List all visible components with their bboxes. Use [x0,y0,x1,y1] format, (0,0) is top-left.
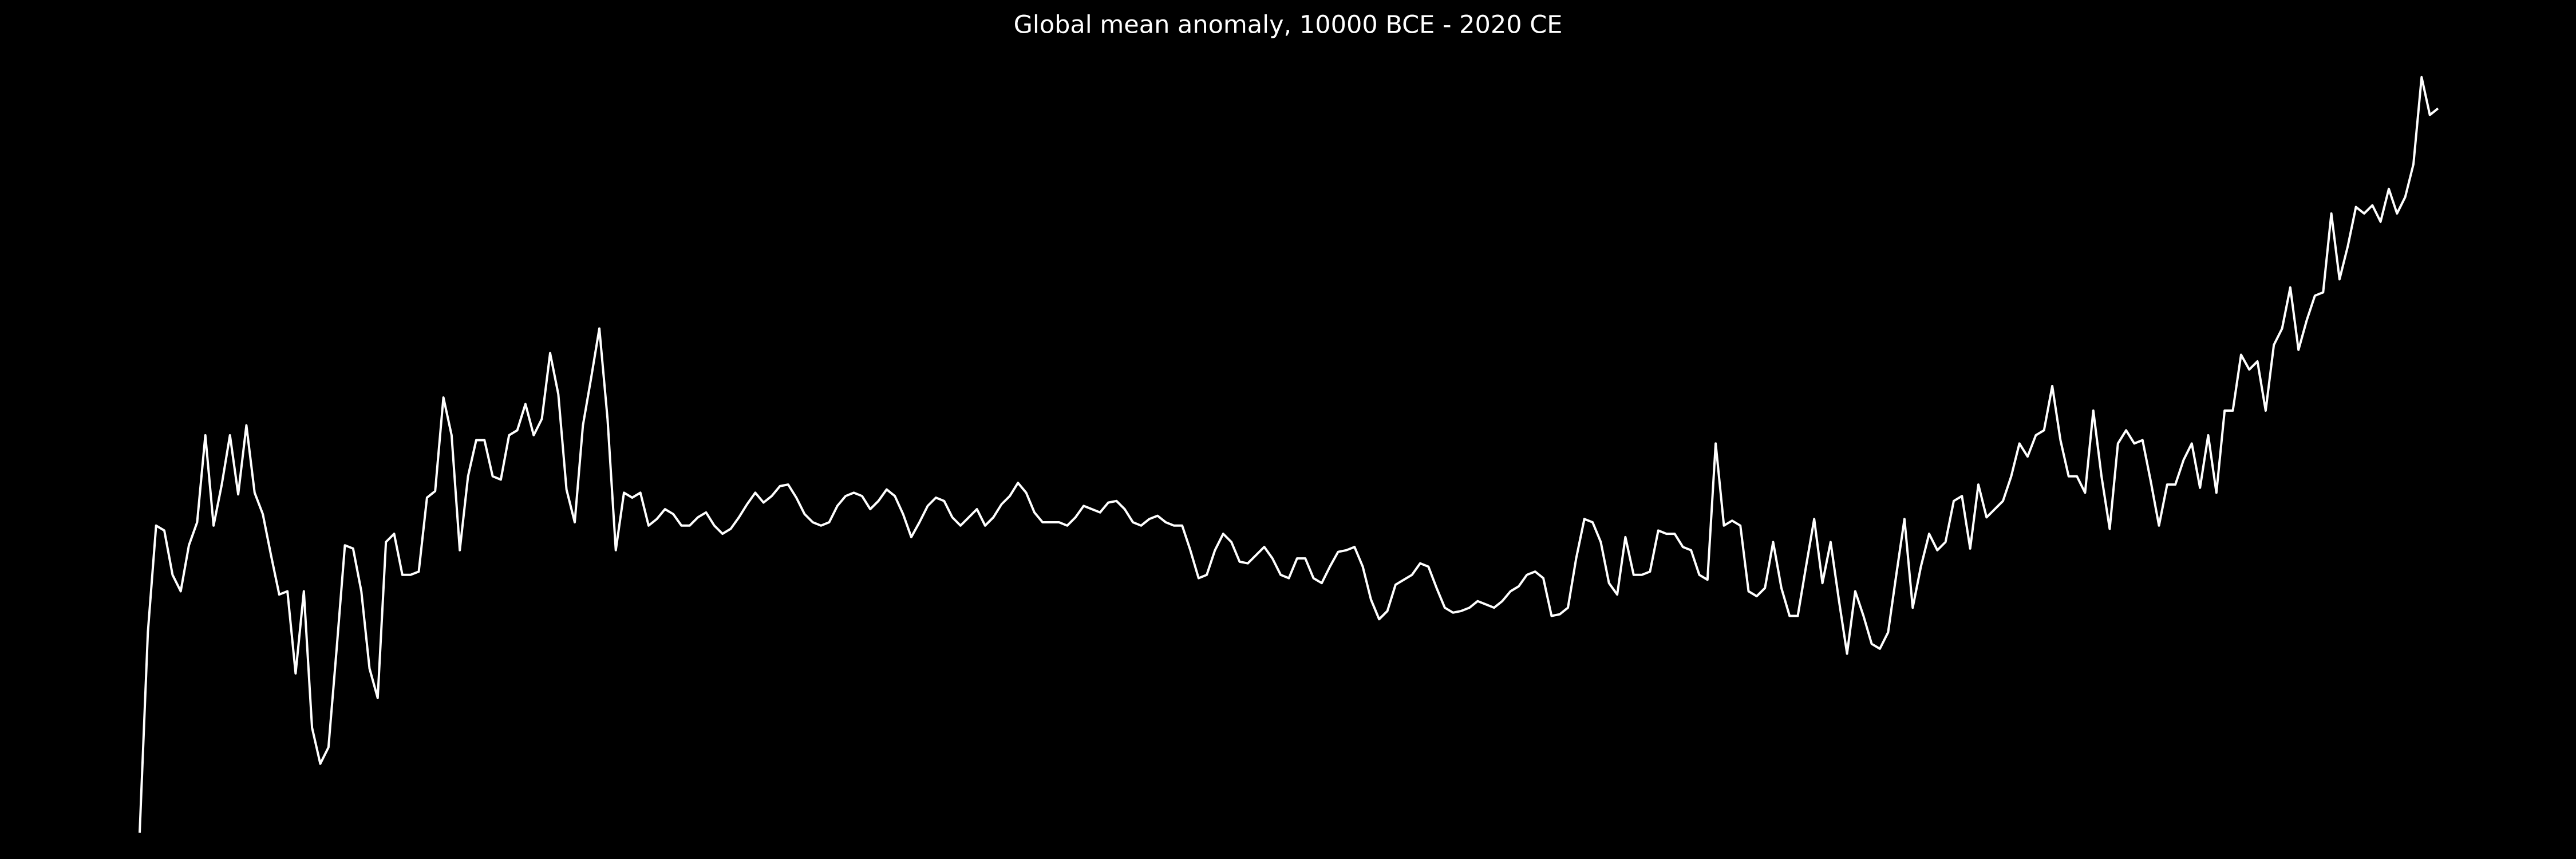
chart-title: Global mean anomaly, 10000 BCE - 2020 CE [1014,11,1563,40]
data-line [139,76,2439,833]
